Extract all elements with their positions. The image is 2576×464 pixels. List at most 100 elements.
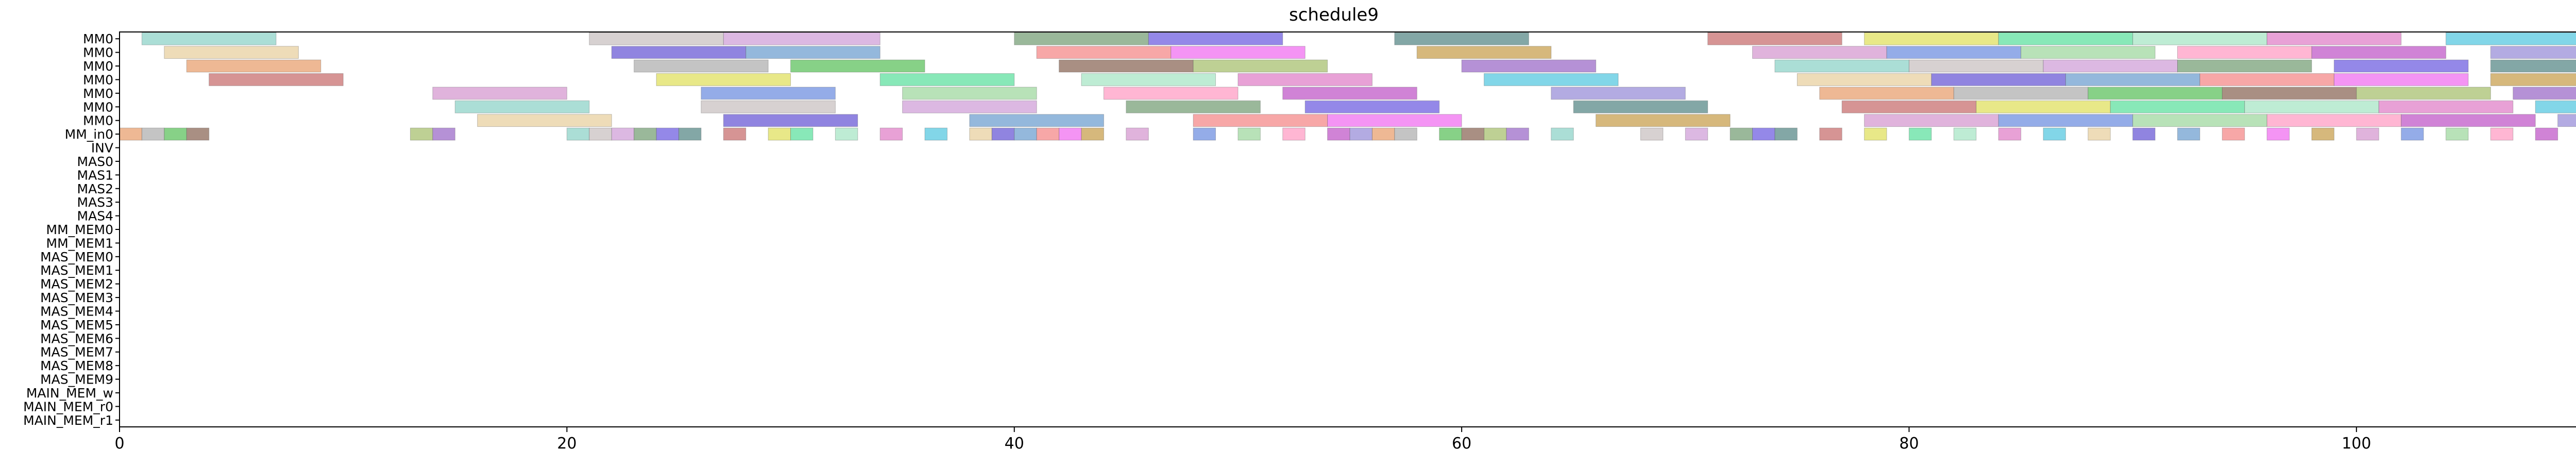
- gantt-bar: [2333, 73, 2469, 86]
- gantt-bar: [1774, 127, 1798, 141]
- y-tick-label: MM0: [83, 59, 113, 74]
- gantt-bar: [2266, 127, 2290, 141]
- gantt-bar: [2222, 127, 2245, 141]
- gantt-bar: [1484, 127, 1507, 141]
- gantt-bar: [1707, 32, 1842, 45]
- gantt-bar: [1371, 127, 1395, 141]
- y-tick-label: MAIN_MEM_w: [26, 386, 113, 401]
- gantt-bar: [2535, 100, 2576, 113]
- gantt-bar: [209, 73, 344, 86]
- gantt-bar: [2110, 100, 2245, 113]
- gantt-bar: [879, 127, 903, 141]
- gantt-bar: [2446, 127, 2469, 141]
- gantt-bar: [2222, 87, 2357, 100]
- gantt-bar: [2177, 46, 2312, 59]
- gantt-bar: [1931, 73, 2066, 86]
- gantt-bar: [141, 32, 277, 45]
- gantt-bar: [477, 114, 612, 127]
- gantt-bar: [1953, 87, 2089, 100]
- gantt-bar: [1193, 59, 1328, 73]
- gantt-bar: [1416, 46, 1552, 59]
- gantt-bar: [2333, 59, 2469, 73]
- gantt-bar: [1596, 114, 1731, 127]
- gantt-bar: [454, 100, 590, 113]
- gantt-bar: [969, 114, 1104, 127]
- gantt-bar: [2557, 114, 2576, 127]
- gantt-bar: [2088, 127, 2111, 141]
- gantt-bar: [1126, 127, 1149, 141]
- x-tick-label: 40: [1005, 435, 1024, 453]
- gantt-bar: [566, 127, 590, 141]
- y-tick-label: MAS_MEM0: [40, 250, 113, 264]
- y-tick-label: MAS_MEM2: [40, 277, 113, 292]
- gantt-bar: [432, 87, 567, 100]
- gantt-bar: [1193, 114, 1328, 127]
- gantt-bar: [1081, 127, 1104, 141]
- gantt-bar: [589, 32, 724, 45]
- x-tick-label: 0: [114, 435, 124, 453]
- gantt-bar: [2132, 32, 2267, 45]
- x-tick-label: 60: [1452, 435, 1471, 453]
- gantt-bar: [2401, 114, 2536, 127]
- gantt-bar: [1036, 127, 1060, 141]
- gantt-bar: [924, 127, 947, 141]
- gantt-bar: [2311, 127, 2334, 141]
- gantt-bar: [1327, 114, 1462, 127]
- y-tick-label: MAS2: [77, 181, 113, 196]
- y-tick-label: MAIN_MEM_r1: [23, 413, 113, 428]
- gantt-bar: [1394, 32, 1529, 45]
- gantt-bar: [723, 127, 747, 141]
- gantt-bar: [119, 127, 142, 141]
- x-tick-label: 20: [557, 435, 577, 453]
- y-tick-label: MAS3: [77, 195, 113, 210]
- gantt-bar: [1819, 87, 1954, 100]
- gantt-bar: [1439, 127, 1462, 141]
- gantt-bar: [2490, 46, 2576, 59]
- gantt-bar: [1148, 32, 1283, 45]
- x-axis: 0 20 40 60 80 100: [114, 427, 2371, 453]
- gantt-bar: [991, 127, 1015, 141]
- gantt-bar: [1819, 127, 1842, 141]
- gantt-bar: [1282, 127, 1306, 141]
- y-tick-label: MM_MEM0: [46, 222, 113, 237]
- gantt-bar: [2446, 32, 2576, 45]
- gantt-bar: [1797, 73, 1932, 86]
- gantt-bar: [879, 73, 1015, 86]
- y-tick-label: MAS_MEM5: [40, 318, 113, 333]
- gantt-bar: [1551, 87, 1686, 100]
- gantt-bar: [1976, 100, 2111, 113]
- gantt-bar: [1304, 100, 1440, 113]
- gantt-bar: [790, 59, 925, 73]
- gantt-bar: [1752, 127, 1775, 141]
- gantt-bar: [2043, 59, 2178, 73]
- y-tick-label: MM0: [83, 100, 113, 114]
- gantt-bar: [1059, 127, 1082, 141]
- gantt-bar: [1014, 127, 1037, 141]
- gantt-bar: [2535, 127, 2558, 141]
- gantt-bar: [656, 73, 791, 86]
- y-tick-label: MM0: [83, 72, 113, 87]
- gantt-bar: [1730, 127, 1753, 141]
- gantt-bar: [1998, 32, 2133, 45]
- gantt-bar: [1103, 87, 1239, 100]
- gantt-bar: [1327, 127, 1350, 141]
- gantt-bar: [1081, 73, 1216, 86]
- gantt-bar: [164, 46, 299, 59]
- gantt-bar: [1193, 127, 1216, 141]
- gantt-bar: [2199, 73, 2334, 86]
- gantt-bar: [2356, 127, 2379, 141]
- gantt-bar: [1126, 100, 1261, 113]
- gantt-bar: [2356, 87, 2491, 100]
- gantt-bar: [1908, 127, 1932, 141]
- gantt-bar: [1998, 114, 2133, 127]
- y-tick-label: MAS0: [77, 154, 113, 169]
- y-tick-label: MAS_MEM3: [40, 290, 113, 305]
- gantt-bar: [656, 127, 679, 141]
- y-tick-label: MAS_MEM6: [40, 331, 113, 346]
- gantt-bar: [1171, 46, 1306, 59]
- gantt-bar: [611, 127, 635, 141]
- gantt-bar: [1238, 73, 1372, 86]
- gantt-bar: [902, 87, 1037, 100]
- gantt-bar: [141, 127, 165, 141]
